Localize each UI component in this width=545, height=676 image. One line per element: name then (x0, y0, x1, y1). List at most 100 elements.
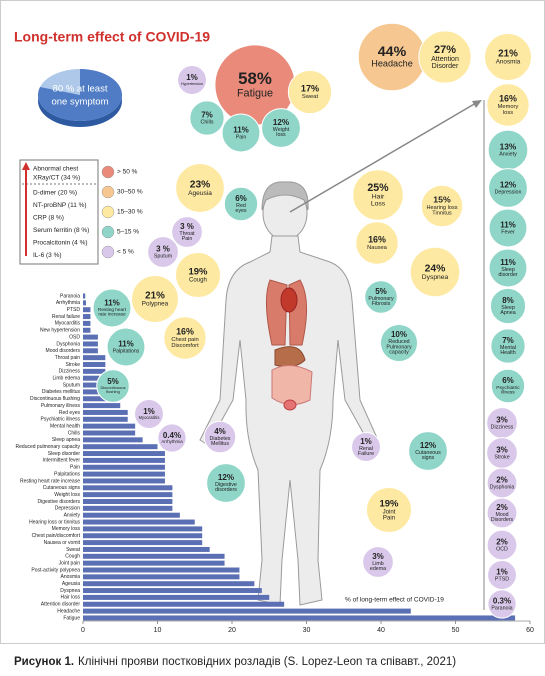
x-tick-label: 10 (154, 627, 162, 634)
bubble (487, 589, 517, 619)
bubble-label: Hearing loss (426, 205, 457, 211)
bar (83, 560, 225, 566)
bar (83, 437, 143, 443)
bubble-label: Reduced (388, 339, 409, 345)
y-tick-label: Anxiety (64, 513, 81, 519)
bubble-label: Failure (358, 451, 374, 457)
bubble-value: 23% (190, 179, 210, 190)
y-tick-label: Limb edema (52, 376, 80, 382)
bar (83, 409, 128, 415)
bubble (221, 113, 261, 153)
bubble-value: 12% (273, 118, 290, 127)
y-tick-label: Discontinuous flushing (30, 396, 80, 402)
bubble-label: Health (500, 350, 515, 356)
bar (83, 519, 195, 525)
bubble-label: Mellitus (211, 441, 229, 447)
bar (83, 492, 173, 498)
bubble-label: Mood (495, 512, 508, 518)
bar (83, 430, 136, 436)
bubble-label: Disorders (491, 517, 514, 523)
bubble-label: Stroke (494, 454, 509, 460)
y-tick-label: Joint pain (59, 560, 81, 566)
legend-swatch (101, 205, 115, 219)
y-tick-label: Sputum (63, 382, 80, 388)
bar (83, 341, 98, 347)
y-tick-label: Diabetes mellitus (42, 389, 81, 395)
bubble-label: Sleep (501, 305, 515, 311)
x-tick-label: 30 (303, 627, 311, 634)
bubble-label: Limb (372, 561, 384, 567)
y-tick-label: PTSD (67, 307, 81, 313)
bar (83, 396, 121, 402)
bubble (489, 287, 527, 325)
bubble-label: Sleep (501, 267, 515, 273)
bubble (488, 208, 528, 248)
bubble-value: 25% (367, 182, 389, 194)
y-tick-label: Reduced pulmonary capacity (16, 444, 81, 450)
bubble-value: 8% (502, 296, 514, 305)
bubble-label: Mental (500, 345, 516, 351)
bar (83, 293, 86, 299)
bar (83, 368, 106, 374)
bubble (486, 529, 518, 561)
bar (83, 355, 106, 361)
bubble-label: Sweat (302, 94, 319, 100)
bar (83, 362, 106, 367)
y-tick-label: Weight loss (54, 492, 80, 498)
bubble (418, 30, 472, 84)
bar (83, 416, 128, 422)
bubble-label: Attention (431, 56, 459, 63)
y-tick-label: Dizziness (59, 369, 81, 375)
y-tick-label: Post-activity polypnea (31, 567, 80, 573)
bubble-label: Polypnea (142, 301, 169, 308)
y-tick-label: Anosmia (61, 574, 81, 580)
y-tick-label: Mood disorders (46, 348, 81, 354)
y-tick-label: New hypertension (40, 328, 80, 334)
lab-item: Procalcitonin (4 %) (33, 240, 88, 247)
bubble-label: Discomfort (171, 343, 199, 349)
bubble (420, 184, 464, 228)
bubble (362, 546, 394, 578)
y-tick-label: Stroke (66, 362, 81, 368)
y-tick-label: Resting heart rate increase (20, 478, 80, 484)
bubble-label: Red (236, 203, 246, 209)
bubble (96, 369, 130, 403)
y-tick-label: Sweat (66, 547, 81, 553)
x-tick-label: 20 (228, 627, 236, 634)
y-tick-label: Pulmonary illness (41, 403, 81, 409)
bubble (189, 100, 225, 136)
bubble-value: 12% (218, 473, 235, 482)
bar (83, 348, 98, 354)
bubble-label: Diabetes (210, 436, 231, 442)
bubble-label: Anxiety (499, 152, 517, 158)
bubble-value: 11% (104, 298, 120, 307)
bubble (106, 327, 146, 367)
bubble-value: 3% (496, 445, 508, 454)
bar (83, 546, 210, 552)
y-tick-label: Palpitations (54, 471, 80, 477)
bar (83, 553, 225, 559)
bubble-label: capacity (389, 350, 409, 356)
bubble-value: 13% (500, 142, 517, 152)
bubble-label: Fibrosis (372, 301, 391, 307)
bubble-value: 2% (496, 503, 508, 512)
bubble-value: 21% (145, 290, 165, 301)
bar (83, 505, 173, 511)
bubble-value: 1% (496, 567, 508, 576)
bubble (409, 246, 461, 298)
bar (83, 533, 203, 539)
lab-header: Abnormal chest (33, 166, 78, 173)
bar (83, 451, 165, 457)
bubble-value: 17% (301, 83, 319, 93)
legend-label: 30–50 % (117, 189, 143, 196)
y-tick-label: Memory loss (52, 526, 81, 532)
bubble-label: Chills (201, 119, 214, 125)
bubble-label: Apnea (500, 310, 515, 316)
bubble-value: 3 % (180, 222, 194, 231)
y-tick-label: Chest pain/discomfort (32, 533, 81, 539)
bubble-value: 1% (360, 437, 372, 446)
bar (83, 588, 262, 594)
legend-label: 5–15 % (117, 229, 139, 236)
bubble-label: flushing (106, 389, 120, 394)
